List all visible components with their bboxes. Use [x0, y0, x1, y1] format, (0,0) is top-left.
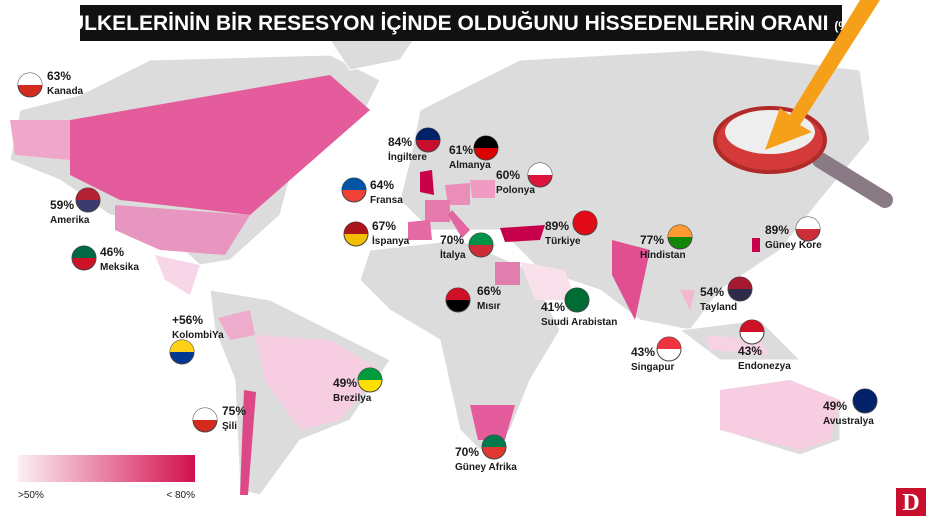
title-bar	[80, 5, 842, 41]
country-value: +56%	[172, 313, 203, 327]
flag-half	[528, 163, 552, 175]
legend-gradient	[18, 455, 195, 482]
country-value: 60%	[496, 168, 520, 182]
logo	[896, 488, 926, 516]
country-value: 89%	[765, 223, 789, 237]
title: ÜLKELERİNİN BİR RESESYON İÇİNDE OLDUĞUNU…	[69, 11, 853, 35]
flag-half	[193, 408, 217, 420]
title-text: ÜLKELERİNİN BİR RESESYON İÇİNDE OLDUĞUNU…	[69, 11, 829, 35]
country-name: Meksika	[100, 262, 139, 273]
country-value: 41%	[541, 300, 565, 314]
country-value: 77%	[640, 233, 664, 247]
country-name: Türkiye	[545, 236, 581, 247]
country-value: 63%	[47, 69, 71, 83]
country-name: Endonezya	[738, 361, 791, 372]
legend-min: >50%	[18, 490, 44, 501]
flag-half	[657, 337, 681, 349]
country-name: Hindistan	[640, 250, 686, 261]
flag-half	[469, 233, 493, 245]
country-name: İspanya	[372, 234, 410, 247]
country-value: 70%	[455, 445, 479, 459]
logo-letter: D	[902, 490, 919, 516]
flag-half	[72, 246, 96, 258]
flag-half	[474, 136, 498, 148]
flag-half	[358, 368, 382, 380]
country-name: Avustralya	[823, 416, 874, 427]
country-name: Fransa	[370, 195, 403, 206]
country-value: 59%	[50, 198, 74, 212]
country-name: Singapur	[631, 362, 674, 373]
country-value: 66%	[477, 284, 501, 298]
country-name: Almanya	[449, 160, 491, 171]
flag-half	[796, 217, 820, 229]
country-name: İngiltere	[388, 150, 427, 163]
country-name: Mısır	[477, 301, 500, 312]
country-name: Güney Kore	[765, 240, 822, 251]
magnifier	[713, 0, 893, 208]
country-name: Tayland	[700, 302, 737, 313]
flag-half	[446, 288, 470, 300]
country-value: 49%	[333, 376, 357, 390]
flag-half	[740, 320, 764, 332]
country-name: Polonya	[496, 185, 535, 196]
flag-half	[668, 225, 692, 237]
flag-half	[853, 389, 877, 401]
country-labels: 63% Kanada 59% Amerika 46% Meksika +56% Kolombi…	[17, 69, 878, 473]
flag-half	[728, 277, 752, 289]
flag-half	[18, 73, 42, 85]
country-value: 43%	[631, 345, 655, 359]
country-value: 89%	[545, 219, 569, 233]
country-value: 84%	[388, 135, 412, 149]
country-name: KolombiYa	[172, 330, 224, 341]
legend-max: < 80%	[166, 490, 195, 501]
flag-half	[342, 178, 366, 190]
country-name: Şili	[222, 421, 237, 432]
flag-half	[416, 128, 440, 140]
country-value: 64%	[370, 178, 394, 192]
flag-half	[482, 435, 506, 447]
flag-half	[565, 288, 589, 300]
country-name: Güney Afrika	[455, 462, 517, 473]
country-name: Suudi Arabistan	[541, 317, 617, 328]
flag-half	[573, 211, 597, 223]
country-name: Brezilya	[333, 393, 372, 404]
country-value: 67%	[372, 219, 396, 233]
flag-half	[344, 222, 368, 234]
flag-half	[170, 340, 194, 352]
country-name: Kanada	[47, 86, 84, 97]
country-value: 75%	[222, 404, 246, 418]
country-name: Amerika	[50, 215, 90, 226]
country-value: 54%	[700, 285, 724, 299]
country-value: 49%	[823, 399, 847, 413]
country-value: 61%	[449, 143, 473, 157]
country-name: İtalya	[440, 248, 466, 261]
country-value: 46%	[100, 245, 124, 259]
country-value: 43%	[738, 344, 762, 358]
country-value: 70%	[440, 233, 464, 247]
flag-half	[76, 188, 100, 200]
